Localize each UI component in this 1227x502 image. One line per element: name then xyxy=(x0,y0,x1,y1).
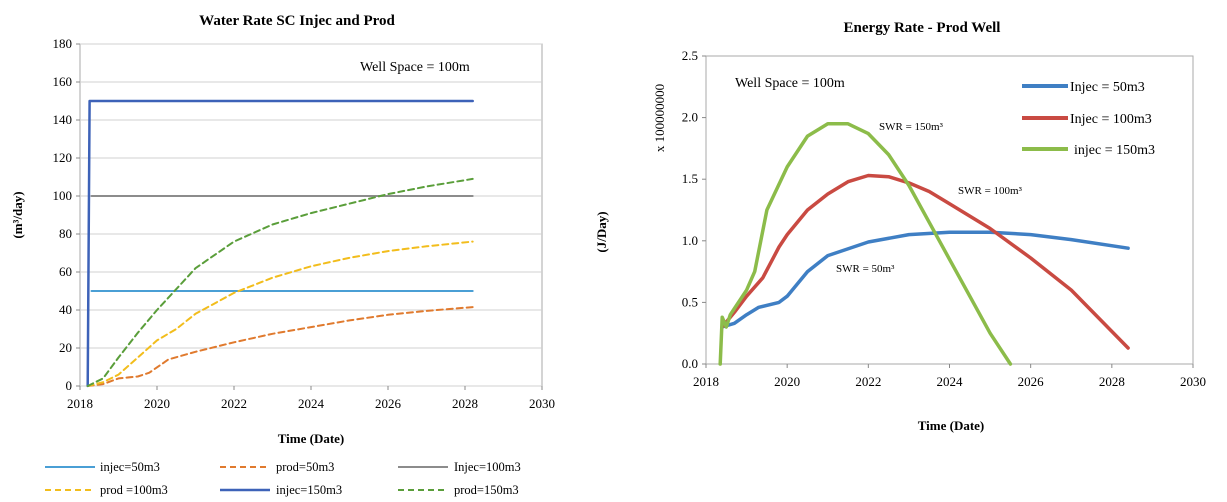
series-label-swr-100: SWR = 100m³ xyxy=(958,185,1023,197)
x-tick-label: 2026 xyxy=(1018,374,1045,389)
left-plot-area xyxy=(79,43,543,387)
series-line-prod-50m3 xyxy=(86,306,474,387)
right-y-axis-title: (J/Day) xyxy=(594,211,609,252)
legend-item-injec-150: injec=150m3 xyxy=(220,483,342,497)
series-line-injec-100m3 xyxy=(720,173,1130,350)
x-tick-label: 2020 xyxy=(144,396,170,411)
x-tick-label: 2022 xyxy=(855,374,881,389)
x-tick-label: 2030 xyxy=(1180,374,1206,389)
legend-item-prod-150: prod=150m3 xyxy=(398,483,519,497)
legend-label: Injec = 100m3 xyxy=(1070,112,1152,127)
legend-item-injec-50: injec=50m3 xyxy=(45,460,160,474)
y-tick-label: 20 xyxy=(59,340,72,355)
y-tick-label: 40 xyxy=(59,302,72,317)
y-tick-label: 1.0 xyxy=(682,233,698,248)
left-legend: injec=50m3 prod=50m3 Injec=100m3 prod =1… xyxy=(45,460,521,497)
legend-label: Injec = 50m3 xyxy=(1070,80,1145,95)
right-x-ticks: 2018 2020 2022 2024 2026 2028 2030 xyxy=(693,364,1206,389)
legend-label: Injec=100m3 xyxy=(454,460,521,474)
left-grid xyxy=(80,43,542,387)
left-chart-title: Water Rate SC Injec and Prod xyxy=(199,13,395,29)
x-tick-label: 2024 xyxy=(937,374,964,389)
right-y-ticks: 0.0 0.5 1.0 1.5 2.0 2.5 xyxy=(682,48,706,371)
legend-label: injec=150m3 xyxy=(276,483,342,497)
y-tick-label: 100 xyxy=(53,188,73,203)
y-tick-label: 0.0 xyxy=(682,356,698,371)
right-plot-area xyxy=(705,55,1194,365)
right-legend: Injec = 50m3 Injec = 100m3 injec = 150m3 xyxy=(1022,80,1155,158)
x-tick-label: 2030 xyxy=(529,396,555,411)
legend-item-prod-100: prod =100m3 xyxy=(45,483,168,497)
right-chart: Energy Rate - Prod Well 0.0 0.5 1.0 1.5 2.0 2… xyxy=(594,20,1206,433)
y-tick-label: 2.0 xyxy=(682,110,698,125)
legend-item-injec-100: Injec = 100m3 xyxy=(1022,112,1152,127)
left-x-ticks: 2018 2020 2022 2024 2026 2028 2030 xyxy=(67,386,555,411)
x-tick-label: 2018 xyxy=(693,374,719,389)
left-annotation: Well Space = 100m xyxy=(360,60,470,75)
legend-label: injec=50m3 xyxy=(100,460,160,474)
right-chart-title: Energy Rate - Prod Well xyxy=(844,20,1001,36)
series-label-swr-150: SWR = 150m³ xyxy=(879,121,944,133)
x-tick-label: 2020 xyxy=(774,374,800,389)
x-tick-label: 2028 xyxy=(1099,374,1125,389)
x-tick-label: 2022 xyxy=(221,396,247,411)
series-line-injec-150m3 xyxy=(718,122,1013,366)
legend-label: prod=50m3 xyxy=(276,460,334,474)
legend-label: injec = 150m3 xyxy=(1074,143,1155,158)
y-tick-label: 120 xyxy=(53,150,73,165)
left-y-axis-title: (m³/day) xyxy=(10,191,25,238)
series-label-swr-50: SWR = 50m³ xyxy=(836,263,895,275)
y-tick-label: 0.5 xyxy=(682,294,698,309)
left-chart: Water Rate SC Injec and Prod 0 20 40 60 80 10… xyxy=(10,13,555,497)
y-tick-label: 1.5 xyxy=(682,171,698,186)
x-tick-label: 2024 xyxy=(298,396,325,411)
x-tick-label: 2018 xyxy=(67,396,93,411)
y-tick-label: 80 xyxy=(59,226,72,241)
x-tick-label: 2028 xyxy=(452,396,478,411)
series-line-prod-150m3 xyxy=(86,177,474,387)
y-tick-label: 140 xyxy=(53,112,73,127)
right-series xyxy=(718,122,1130,366)
legend-label: prod =100m3 xyxy=(100,483,168,497)
legend-item-injec-100: Injec=100m3 xyxy=(398,460,521,474)
y-tick-label: 0 xyxy=(66,378,73,393)
right-y-multiplier: x 100000000 xyxy=(652,84,667,152)
series-line-prod-100m3 xyxy=(86,240,474,387)
right-x-axis-title: Time (Date) xyxy=(918,418,985,433)
legend-item-prod-50: prod=50m3 xyxy=(220,460,334,474)
right-annotation: Well Space = 100m xyxy=(735,76,845,91)
series-line-injec-50m3 xyxy=(720,230,1130,329)
left-x-axis-title: Time (Date) xyxy=(278,431,345,446)
series-line-injec-150m3 xyxy=(86,99,474,388)
y-tick-label: 180 xyxy=(53,36,73,51)
y-tick-label: 60 xyxy=(59,264,72,279)
x-tick-label: 2026 xyxy=(375,396,402,411)
left-y-ticks: 0 20 40 60 80 100 120 140 160 180 xyxy=(53,36,80,393)
legend-item-injec-150: injec = 150m3 xyxy=(1022,143,1155,158)
left-series xyxy=(86,99,474,388)
legend-label: prod=150m3 xyxy=(454,483,519,497)
legend-item-injec-50: Injec = 50m3 xyxy=(1022,80,1145,95)
y-tick-label: 160 xyxy=(53,74,73,89)
y-tick-label: 2.5 xyxy=(682,48,698,63)
